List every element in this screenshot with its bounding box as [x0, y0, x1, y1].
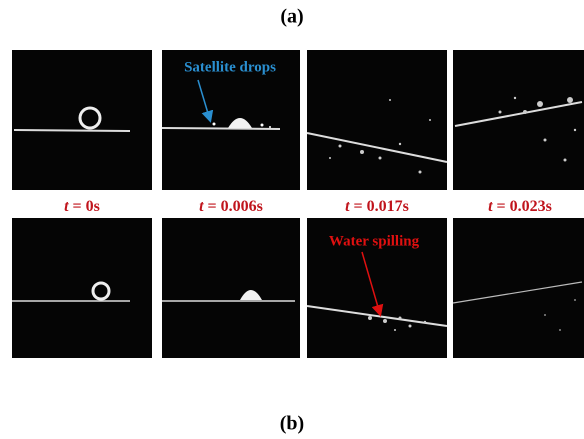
time-label: t = 0s: [64, 198, 100, 215]
photo-row: [12, 50, 584, 190]
photo: [453, 218, 584, 358]
photo: [453, 50, 584, 190]
time-label: t = 0.023s: [488, 198, 552, 215]
photo: [307, 50, 447, 190]
time-label: t = 0.006s: [199, 198, 263, 215]
panel-label: (b): [280, 413, 304, 435]
photo: [307, 218, 447, 358]
annotation: Satellite drops: [184, 59, 276, 75]
photo-row: [12, 218, 584, 358]
photo: [162, 218, 300, 358]
time-label: t = 0.017s: [345, 198, 409, 215]
photo: [162, 50, 300, 190]
annotation: Water spilling: [329, 233, 420, 249]
photo: [12, 50, 152, 190]
photo: [12, 218, 152, 358]
panel-label: (a): [280, 6, 303, 28]
